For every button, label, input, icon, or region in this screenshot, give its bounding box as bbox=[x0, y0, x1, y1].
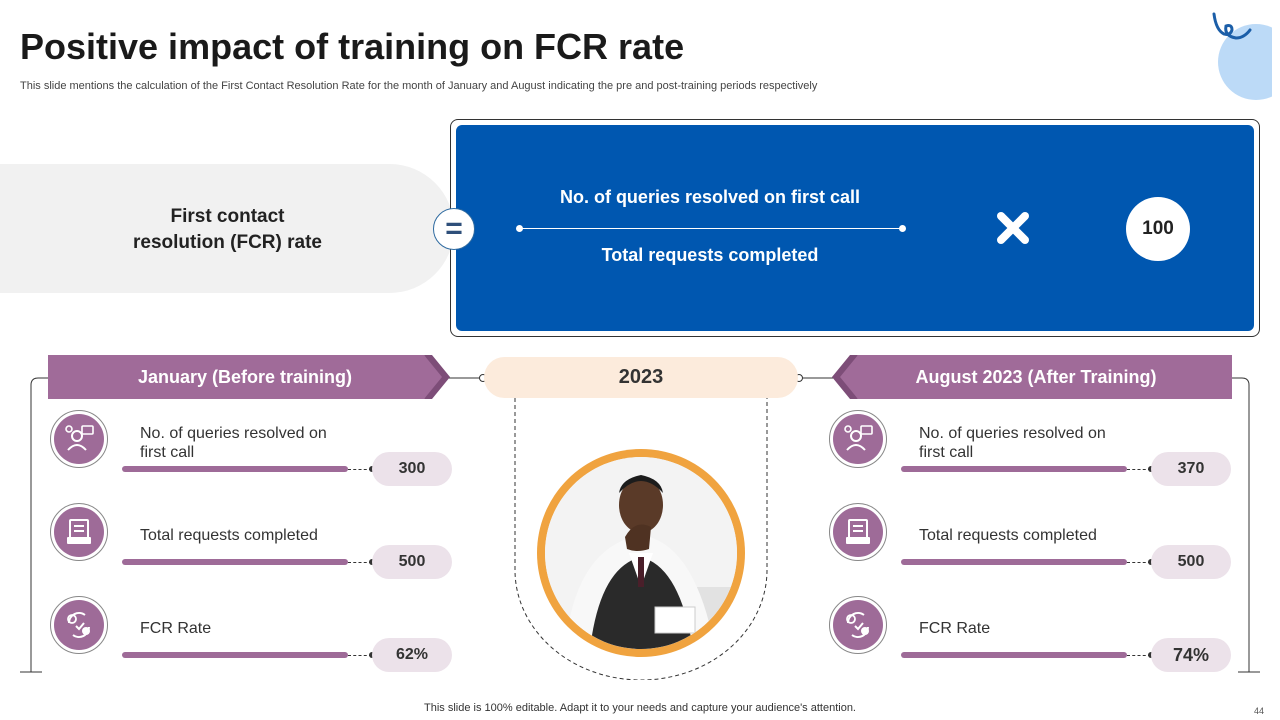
page-number: 44 bbox=[1253, 706, 1264, 716]
left-metric-3-value: 62% bbox=[372, 638, 452, 672]
rate-cycle-icon bbox=[54, 600, 104, 650]
right-metric-2-label: Total requests completed bbox=[919, 527, 1097, 544]
fraction-line bbox=[519, 228, 903, 229]
fcr-label: First contact resolution (FCR) rate bbox=[100, 204, 355, 256]
right-metric-3-dash bbox=[1127, 655, 1151, 656]
left-metric-1-label: No. of queries resolved on first call bbox=[140, 424, 327, 462]
rate-cycle-icon bbox=[833, 600, 883, 650]
right-metric-1-icon-circle bbox=[829, 410, 887, 468]
right-metric-3-icon-circle bbox=[829, 596, 887, 654]
left-metric-1-label-line2: first call bbox=[140, 444, 195, 461]
right-metric-2-dash bbox=[1127, 562, 1151, 563]
right-metric-1-bar bbox=[901, 466, 1127, 472]
multiplier-value: 100 bbox=[1126, 197, 1190, 261]
fcr-label-line1: First contact bbox=[170, 206, 285, 227]
left-metric-2-value: 500 bbox=[372, 545, 452, 579]
left-metric-3-dash bbox=[348, 655, 372, 656]
formula-denominator: Total requests completed bbox=[601, 245, 819, 265]
page-title: Positive impact of training on FCR rate bbox=[20, 26, 685, 67]
request-list-icon bbox=[833, 507, 883, 557]
left-metric-1-bar bbox=[122, 466, 348, 472]
right-metric-2-bar bbox=[901, 559, 1127, 565]
formula-numerator: No. of queries resolved on first call bbox=[559, 187, 861, 207]
footer-note: This slide is 100% editable. Adapt it to… bbox=[424, 702, 856, 714]
support-agent-icon bbox=[54, 414, 104, 464]
left-metric-2-dash bbox=[348, 562, 372, 563]
brand-logo-icon bbox=[1212, 12, 1272, 100]
right-metric-1-value: 370 bbox=[1151, 452, 1231, 486]
left-metric-1-value: 300 bbox=[372, 452, 452, 486]
right-metric-2-icon-circle bbox=[829, 503, 887, 561]
support-agent-icon bbox=[833, 414, 883, 464]
left-metric-3-label: FCR Rate bbox=[140, 620, 212, 637]
left-metric-2-icon-circle bbox=[50, 503, 108, 561]
left-banner-heading: January (Before training) bbox=[137, 366, 353, 387]
fcr-label-background bbox=[0, 164, 454, 293]
right-metric-2-value: 500 bbox=[1151, 545, 1231, 579]
left-metric-2-bar bbox=[122, 559, 348, 565]
year-pill: 2023 bbox=[484, 357, 798, 398]
left-metric-1-icon-circle bbox=[50, 410, 108, 468]
multiply-icon bbox=[997, 212, 1029, 244]
equals-icon: = bbox=[433, 208, 475, 250]
right-metric-1-label: No. of queries resolved on first call bbox=[919, 424, 1106, 462]
person-illustration bbox=[545, 457, 737, 649]
thinking-man-photo bbox=[545, 457, 737, 649]
right-metric-1-label-line2: first call bbox=[919, 444, 974, 461]
fcr-label-line2: resolution (FCR) rate bbox=[133, 232, 322, 253]
right-metric-3-value: 74% bbox=[1151, 638, 1231, 672]
right-metric-3-label: FCR Rate bbox=[919, 620, 991, 637]
right-banner-shape bbox=[832, 355, 1232, 399]
page-subtitle: This slide mentions the calculation of t… bbox=[20, 80, 818, 92]
request-list-icon bbox=[54, 507, 104, 557]
right-metric-1-dash bbox=[1127, 469, 1151, 470]
fraction-line-end-dot bbox=[899, 225, 906, 232]
left-metric-3-icon-circle bbox=[50, 596, 108, 654]
right-metric-3-bar bbox=[901, 652, 1127, 658]
left-metric-3-bar bbox=[122, 652, 348, 658]
left-metric-1-label-line1: No. of queries resolved on bbox=[140, 425, 327, 442]
left-metric-1-dash bbox=[348, 469, 372, 470]
right-metric-1-label-line1: No. of queries resolved on bbox=[919, 425, 1106, 442]
right-banner-heading: August 2023 (After Training) bbox=[915, 366, 1157, 387]
fraction-line-start-dot bbox=[516, 225, 523, 232]
left-metric-2-label: Total requests completed bbox=[140, 527, 318, 544]
left-banner-shape bbox=[48, 355, 450, 399]
